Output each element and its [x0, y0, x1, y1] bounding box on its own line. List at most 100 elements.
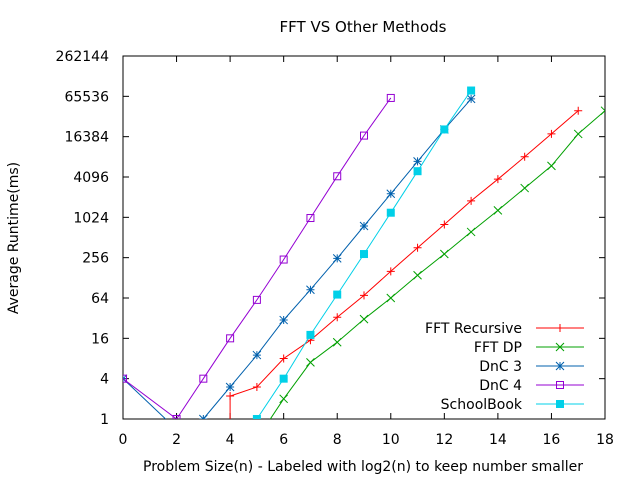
data-point	[123, 374, 127, 383]
data-point	[279, 315, 289, 325]
data-point	[547, 161, 556, 171]
data-point	[413, 243, 422, 252]
data-point	[555, 342, 565, 352]
data-point	[306, 330, 315, 339]
data-point	[226, 392, 235, 401]
data-point	[252, 350, 262, 360]
legend-entry: DnC 3	[479, 359, 584, 375]
data-point	[333, 313, 342, 322]
legend: FFT Recursive FFT DP DnC 3 DnC 4 SchoolBook	[425, 321, 584, 413]
data-point	[360, 250, 368, 259]
chart-title: FFT VS Other Methods	[280, 18, 447, 36]
data-point	[332, 254, 342, 263]
data-point	[439, 249, 449, 259]
data-point	[360, 291, 368, 300]
data-point	[556, 400, 564, 408]
data-point	[440, 220, 449, 229]
data-point	[413, 270, 422, 280]
data-point	[172, 415, 181, 419]
data-point	[123, 374, 128, 384]
axis-ticks: 0 2 4 6 8 10 12 14 16 181416642561024409616384655…	[56, 49, 614, 448]
data-point	[226, 334, 235, 343]
data-point	[467, 196, 476, 205]
data-point	[306, 358, 315, 367]
data-point	[466, 94, 476, 104]
x-tick-label: 2	[172, 432, 181, 448]
x-tick-label: 12	[435, 432, 453, 448]
x-tick-label: 14	[489, 432, 507, 448]
legend-label: DnC 4	[479, 378, 522, 394]
plot-frame	[122, 55, 606, 420]
data-point	[333, 290, 342, 299]
data-point	[386, 267, 395, 276]
legend-entry: FFT DP	[474, 340, 584, 356]
data-point	[573, 129, 583, 139]
series-fft-dp	[269, 106, 605, 419]
series-layer	[123, 86, 605, 419]
data-point	[600, 106, 605, 116]
series-schoolbook	[252, 86, 476, 419]
y-tick-label: 1	[100, 412, 109, 428]
legend-label: DnC 3	[479, 359, 522, 375]
series-dnc-4	[123, 93, 395, 419]
data-point	[279, 255, 288, 264]
y-tick-label: 64	[91, 291, 109, 307]
plot-border	[122, 55, 606, 420]
data-point	[467, 86, 476, 95]
data-point	[386, 189, 396, 199]
data-point	[225, 382, 235, 392]
data-point	[574, 106, 583, 115]
legend-entry: SchoolBook	[441, 397, 584, 413]
data-point	[386, 208, 395, 217]
data-point	[279, 354, 288, 363]
y-tick-label: 262144	[56, 49, 110, 65]
data-point	[198, 414, 208, 419]
data-point	[555, 361, 565, 371]
data-point	[556, 324, 564, 332]
data-point	[413, 167, 422, 176]
x-tick-label: 0	[119, 432, 128, 448]
legend-label: SchoolBook	[441, 397, 523, 413]
data-point	[556, 381, 564, 389]
data-point	[386, 93, 395, 102]
series-fft-recursive	[226, 106, 583, 419]
series-line	[229, 110, 579, 419]
y-tick-label: 256	[82, 251, 109, 267]
data-point	[440, 125, 449, 134]
data-point	[520, 152, 529, 161]
x-tick-label: 18	[596, 432, 614, 448]
y-tick-label: 16	[91, 331, 109, 347]
data-point	[279, 374, 288, 383]
data-point	[359, 221, 369, 231]
x-tick-label: 8	[333, 432, 342, 448]
data-point	[332, 337, 342, 347]
data-point	[520, 183, 530, 193]
data-point	[493, 175, 502, 184]
y-tick-label: 4096	[73, 170, 109, 186]
data-point	[279, 394, 289, 404]
legend-entry: DnC 4	[479, 378, 584, 394]
data-point	[333, 172, 342, 181]
legend-label: FFT Recursive	[425, 321, 522, 337]
data-point	[359, 314, 369, 324]
series-dnc-3	[123, 94, 476, 419]
data-point	[386, 293, 396, 303]
data-point	[252, 295, 261, 304]
y-axis-label: Average Runtime(ms)	[6, 162, 22, 314]
y-tick-label: 1024	[73, 210, 109, 226]
data-point	[199, 374, 208, 383]
data-point	[547, 129, 556, 138]
y-tick-label: 16384	[64, 130, 109, 146]
data-point	[466, 227, 476, 237]
x-tick-label: 6	[279, 432, 288, 448]
legend-label: FFT DP	[474, 340, 522, 356]
data-point	[360, 131, 368, 140]
y-tick-label: 65536	[64, 89, 109, 105]
legend-entry: FFT Recursive	[425, 321, 584, 337]
x-axis-label: Problem Size(n) - Labeled with log2(n) t…	[143, 459, 583, 475]
y-tick-label: 4	[100, 372, 109, 388]
data-point	[252, 383, 261, 392]
data-point	[493, 206, 503, 215]
data-point	[306, 285, 315, 295]
